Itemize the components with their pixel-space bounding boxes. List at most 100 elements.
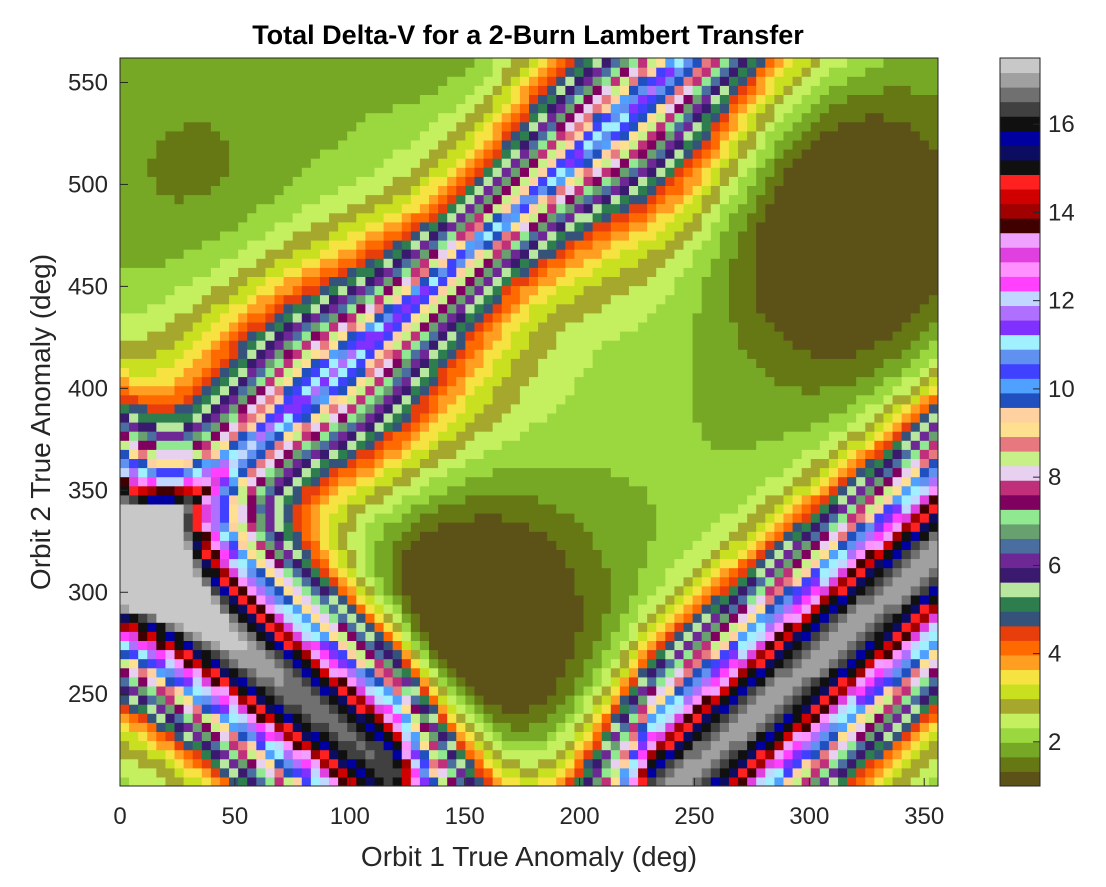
contour-cell: [683, 476, 694, 487]
contour-cell: [247, 121, 257, 132]
contour-cell: [447, 722, 457, 732]
contour-cell: [419, 604, 430, 614]
contour-cell: [610, 112, 621, 123]
contour-cell: [501, 403, 512, 414]
contour-cell: [474, 103, 485, 114]
contour-cell: [229, 258, 239, 268]
contour-cell: [419, 676, 430, 687]
contour-cell: [374, 549, 385, 560]
contour-cell: [574, 203, 585, 214]
contour-cell: [438, 449, 448, 459]
contour-cell: [356, 422, 366, 432]
contour-cell: [365, 467, 376, 478]
contour-cell: [129, 85, 139, 95]
contour-cell: [274, 103, 285, 114]
contour-cell: [383, 312, 394, 323]
contour-cell: [465, 776, 476, 786]
contour-cell: [592, 767, 603, 778]
contour-cell: [365, 285, 376, 296]
contour-cell: [510, 267, 521, 277]
contour-cell: [674, 704, 685, 714]
contour-cell: [628, 440, 639, 450]
contour-cell: [338, 485, 348, 496]
contour-cell: [665, 276, 676, 287]
contour-cell: [265, 613, 276, 623]
contour-cell: [510, 385, 521, 396]
contour-cell: [501, 331, 512, 341]
contour-cell: [274, 403, 285, 414]
contour-cell: [256, 522, 267, 532]
contour-cell: [656, 640, 666, 651]
contour-cell: [674, 558, 685, 569]
contour-cell: [438, 513, 448, 523]
contour-cell: [483, 422, 494, 432]
contour-cell: [301, 340, 312, 350]
contour-cell: [429, 121, 439, 132]
contour-cell: [120, 622, 130, 632]
contour-cell: [238, 212, 248, 223]
contour-cell: [456, 349, 466, 359]
contour-cell: [256, 367, 267, 378]
contour-cell: [219, 303, 230, 314]
contour-cell: [219, 76, 230, 86]
contour-cell: [610, 522, 621, 532]
contour-cell: [410, 403, 421, 414]
contour-cell: [610, 485, 621, 496]
contour-cell: [383, 394, 394, 405]
contour-cell: [183, 258, 194, 268]
contour-cell: [138, 385, 148, 396]
contour-cell: [256, 267, 267, 277]
contour-cell: [347, 513, 357, 523]
contour-cell: [474, 585, 485, 596]
contour-cell: [229, 713, 239, 723]
contour-cell: [628, 758, 639, 769]
contour-cell: [147, 94, 157, 105]
contour-cell: [183, 58, 194, 68]
contour-cell: [301, 394, 312, 405]
contour-cell: [529, 704, 539, 714]
contour-cell: [674, 604, 685, 614]
contour-cell: [574, 240, 585, 250]
contour-cell: [556, 376, 566, 387]
contour-cell: [310, 249, 321, 259]
contour-cell: [583, 458, 594, 469]
contour-cell: [219, 758, 230, 769]
contour-cell: [201, 685, 212, 696]
contour-cell: [547, 185, 557, 196]
contour-cell: [283, 103, 294, 114]
contour-cell: [556, 758, 566, 769]
contour-cell: [256, 449, 267, 459]
contour-cell: [147, 67, 157, 77]
contour-cell: [210, 731, 221, 742]
contour-cell: [638, 631, 648, 641]
contour-cell: [365, 203, 376, 214]
contour-cell: [138, 321, 148, 332]
contour-cell: [656, 576, 666, 587]
contour-cell: [610, 758, 621, 769]
contour-cell: [538, 449, 548, 459]
contour-cell: [356, 267, 366, 277]
contour-cell: [129, 67, 139, 77]
contour-cell: [492, 267, 503, 277]
contour-cell: [610, 412, 621, 423]
contour-cell: [301, 722, 312, 732]
contour-cell: [338, 403, 348, 414]
contour-cell: [674, 130, 685, 141]
contour-cell: [229, 394, 239, 405]
contour-cell: [529, 494, 539, 505]
contour-cell: [656, 467, 666, 478]
contour-cell: [292, 622, 303, 632]
contour-cell: [210, 158, 221, 168]
contour-cell: [538, 58, 548, 68]
contour-cell: [601, 294, 612, 305]
contour-cell: [419, 94, 430, 105]
contour-cell: [401, 494, 412, 505]
contour-cell: [674, 185, 685, 196]
contour-cell: [174, 722, 185, 732]
contour-cell: [510, 549, 521, 560]
contour-cell: [338, 458, 348, 469]
contour-cell: [374, 476, 385, 487]
contour-cell: [610, 476, 621, 487]
contour-cell: [301, 613, 312, 623]
contour-cell: [683, 549, 694, 560]
